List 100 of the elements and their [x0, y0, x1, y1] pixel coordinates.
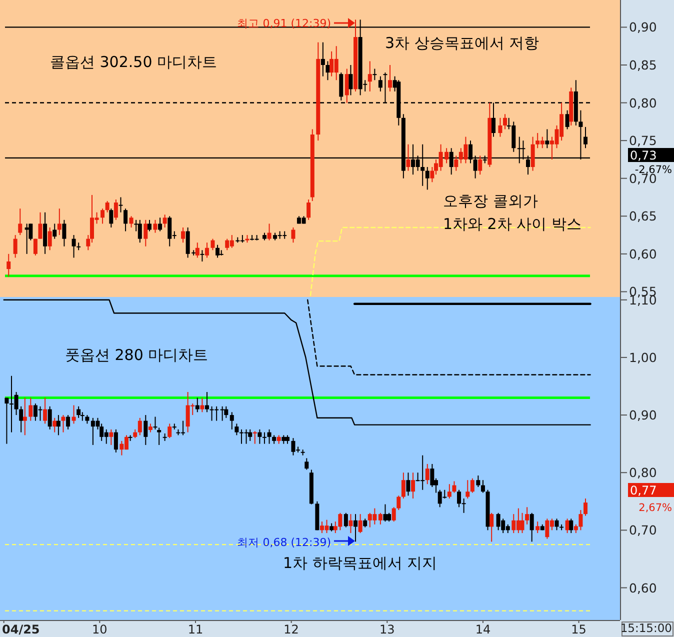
candlestick [372, 68, 377, 81]
candlestick [406, 144, 410, 172]
candlestick [100, 208, 105, 224]
x-tick-label: 14 [475, 622, 491, 636]
candlestick [503, 114, 508, 130]
candlestick [536, 521, 540, 534]
candlestick [262, 432, 266, 444]
candlestick [320, 42, 325, 77]
candlestick [22, 397, 27, 436]
candlestick [530, 512, 534, 542]
candlestick [43, 397, 48, 424]
candlestick [525, 506, 530, 525]
candlestick [490, 512, 494, 542]
x-tick-label: 12 [284, 622, 299, 636]
candlestick [425, 166, 430, 190]
candlestick [129, 216, 134, 228]
candlestick [545, 128, 550, 149]
candlestick [392, 506, 396, 522]
candlestick [480, 480, 485, 494]
candlestick [38, 212, 42, 240]
candlestick [204, 392, 209, 413]
candlestick [326, 60, 330, 81]
x-tick-label: 04/25 [2, 622, 40, 636]
candlestick [584, 498, 588, 516]
y-tick-label: 0,90 [629, 408, 657, 423]
candlestick [396, 495, 401, 511]
candlestick [52, 223, 57, 240]
candlestick [195, 242, 200, 258]
candlestick [153, 219, 158, 234]
x-tick-label: 13 [380, 622, 395, 636]
annotation: 오후장 콜외가 [443, 192, 538, 210]
candlestick [204, 242, 209, 258]
candlestick [348, 64, 353, 96]
candlestick [401, 472, 406, 500]
candlestick [162, 214, 167, 228]
y-tick-label: 0,80 [629, 465, 657, 480]
annotation: 1차와 2차 사이 박스 [443, 215, 582, 233]
candlestick [109, 428, 114, 446]
candlestick [144, 219, 148, 247]
candlestick [200, 397, 204, 413]
candlestick [411, 472, 416, 500]
candlestick [425, 463, 430, 485]
candlestick [66, 414, 70, 430]
candlestick [452, 480, 456, 494]
candlestick [62, 219, 66, 247]
y-tick-label: 0,60 [629, 246, 657, 262]
annotation: 최저 0,68 (12:39) [237, 536, 331, 549]
candlestick [378, 76, 382, 92]
candlestick [388, 64, 392, 92]
candlestick [530, 136, 535, 172]
y-tick-label: 1,00 [629, 350, 657, 365]
text: 2,67% [638, 502, 672, 514]
candlestick [48, 406, 52, 430]
candlestick [291, 226, 296, 244]
candlestick [344, 68, 349, 104]
candlestick [210, 238, 215, 251]
candlestick [13, 234, 18, 258]
y-tick-label: 0,90 [629, 20, 657, 35]
y-tick-label: 0,60 [629, 580, 657, 596]
candlestick [470, 478, 474, 494]
candlestick [4, 397, 9, 444]
candlestick [358, 514, 362, 534]
annotation: 1차 하락목표에서 지지 [283, 554, 438, 572]
candlestick [406, 472, 410, 496]
candlestick [109, 208, 114, 228]
candlestick [144, 414, 148, 446]
candlestick [354, 514, 358, 542]
candlestick [114, 428, 118, 453]
y-tick-label: 0,85 [629, 57, 657, 72]
x-tick-label: 15 [571, 622, 586, 636]
candlestick [554, 518, 559, 531]
candlestick [43, 212, 48, 254]
annotation: 최고 0,91 (12:39) [237, 17, 331, 30]
candlestick [348, 514, 353, 534]
y-tick-label: 0,65 [629, 208, 657, 224]
candlestick [153, 416, 158, 430]
candlestick [76, 406, 81, 418]
candlestick [28, 397, 33, 422]
candlestick [33, 238, 38, 256]
x-tick-label: 10 [92, 622, 108, 636]
candlestick [147, 219, 152, 232]
candlestick [168, 423, 172, 439]
candlestick [216, 244, 220, 258]
candlestick [181, 226, 186, 244]
candlestick [498, 117, 502, 138]
text: 0,73 [630, 148, 657, 162]
candlestick [138, 219, 142, 244]
candlestick [61, 414, 66, 433]
line-series [3, 299, 591, 426]
candlestick [569, 518, 574, 534]
candlestick [234, 423, 239, 436]
candlestick [454, 155, 458, 172]
candlestick [195, 397, 200, 413]
candlestick [230, 412, 234, 430]
candlestick [6, 253, 11, 278]
candlestick [52, 417, 57, 433]
annotation: 풋옵션 280 마디차트 [65, 346, 208, 364]
candlestick [476, 474, 480, 488]
candlestick [224, 406, 228, 418]
candlestick [124, 208, 128, 232]
